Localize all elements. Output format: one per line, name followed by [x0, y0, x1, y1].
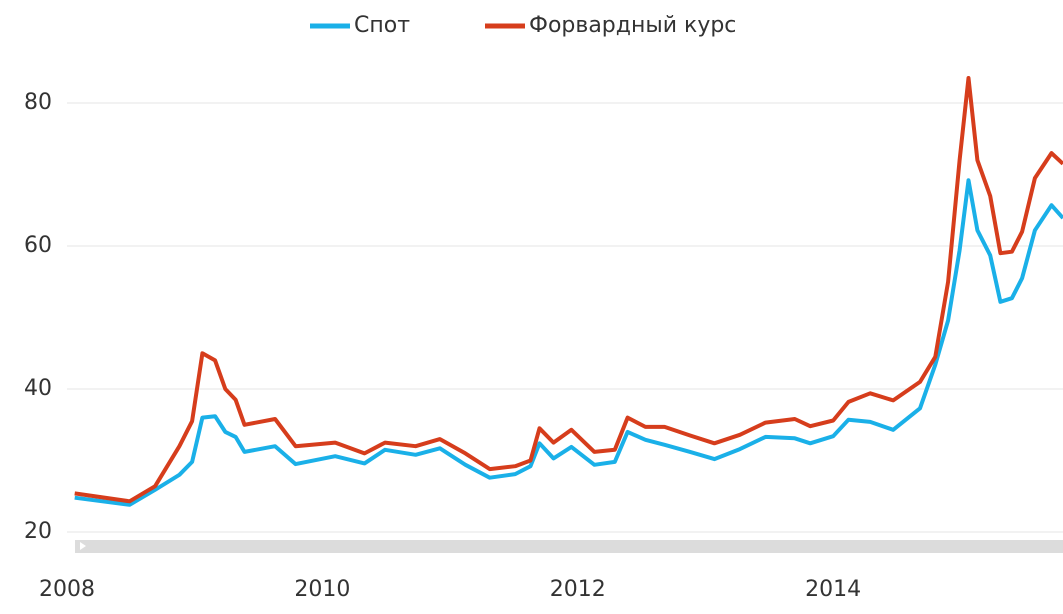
- y-tick-label: 20: [24, 519, 52, 544]
- x-tick-label: 2010: [294, 577, 350, 602]
- series-line: [74, 178, 1063, 507]
- x-tick-label: 2014: [805, 577, 861, 602]
- scrollbar[interactable]: [75, 540, 1063, 553]
- series-line: [74, 76, 1063, 504]
- y-tick-label: 40: [24, 376, 52, 401]
- scroll-arrow[interactable]: [80, 542, 86, 550]
- legend-label: Спот: [354, 13, 410, 38]
- x-tick-label: 2008: [39, 577, 95, 602]
- legend-label: Форвардный курс: [529, 13, 736, 38]
- x-tick-label: 2012: [550, 577, 606, 602]
- y-tick-label: 60: [24, 233, 52, 258]
- y-tick-label: 80: [24, 90, 52, 115]
